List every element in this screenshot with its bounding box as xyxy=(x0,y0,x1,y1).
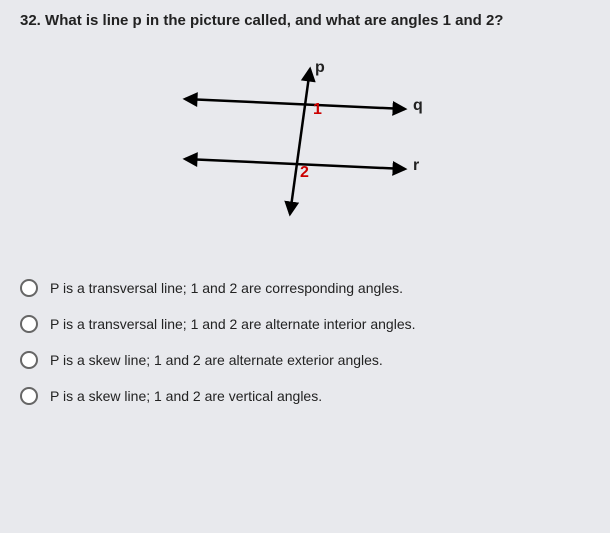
option-a[interactable]: P is a transversal line; 1 and 2 are cor… xyxy=(20,279,590,297)
option-text: P is a skew line; 1 and 2 are vertical a… xyxy=(50,388,322,404)
option-b[interactable]: P is a transversal line; 1 and 2 are alt… xyxy=(20,315,590,333)
options-list: P is a transversal line; 1 and 2 are cor… xyxy=(20,279,590,405)
geometry-diagram: p q r 1 2 xyxy=(155,49,455,249)
radio-icon xyxy=(20,315,38,333)
line-r xyxy=(185,159,405,169)
option-text: P is a transversal line; 1 and 2 are cor… xyxy=(50,280,403,296)
line-q xyxy=(185,99,405,109)
question-text: 32. What is line p in the picture called… xyxy=(20,12,590,29)
question-number: 32. xyxy=(20,12,41,29)
line-p xyxy=(290,69,310,214)
option-c[interactable]: P is a skew line; 1 and 2 are alternate … xyxy=(20,351,590,369)
radio-icon xyxy=(20,279,38,297)
label-p: p xyxy=(315,59,325,77)
label-angle-1: 1 xyxy=(313,101,322,119)
option-d[interactable]: P is a skew line; 1 and 2 are vertical a… xyxy=(20,387,590,405)
option-text: P is a skew line; 1 and 2 are alternate … xyxy=(50,352,383,368)
radio-icon xyxy=(20,387,38,405)
option-text: P is a transversal line; 1 and 2 are alt… xyxy=(50,316,416,332)
radio-icon xyxy=(20,351,38,369)
label-q: q xyxy=(413,97,423,115)
question-body: What is line p in the picture called, an… xyxy=(45,12,503,29)
label-r: r xyxy=(413,157,419,175)
label-angle-2: 2 xyxy=(300,164,309,182)
